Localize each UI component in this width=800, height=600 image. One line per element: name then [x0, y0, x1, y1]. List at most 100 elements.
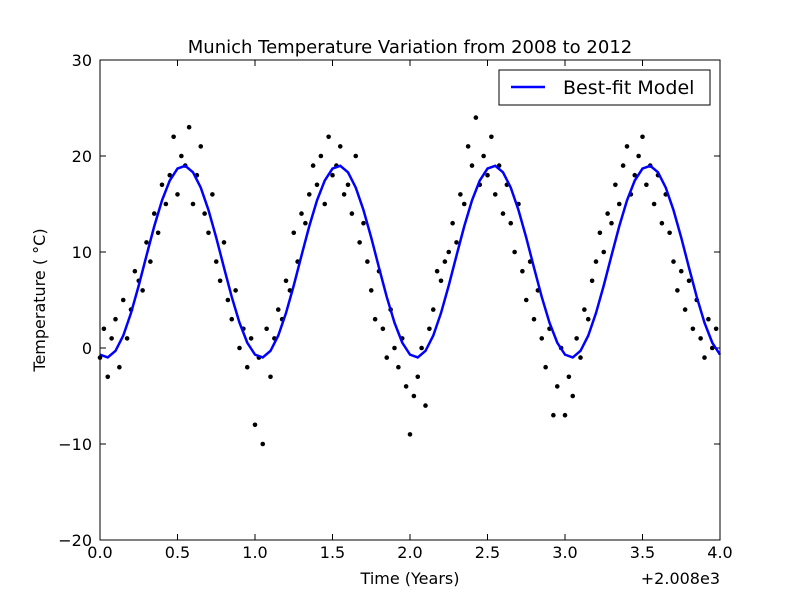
data-point — [415, 374, 421, 380]
data-point — [706, 316, 711, 322]
data-point — [163, 201, 169, 207]
data-point — [353, 153, 359, 159]
x-axis-label: Time (Years) — [360, 569, 460, 588]
data-point — [686, 278, 692, 284]
data-point — [523, 297, 529, 303]
data-point — [419, 345, 424, 351]
data-point — [206, 230, 211, 236]
chart-title: Munich Temperature Variation from 2008 t… — [188, 37, 632, 58]
data-point — [640, 134, 645, 140]
x-tick-label: 3.5 — [630, 543, 655, 562]
data-point — [330, 172, 335, 178]
data-point — [702, 355, 707, 360]
data-point — [601, 249, 607, 255]
data-point — [644, 182, 649, 188]
data-point — [361, 220, 366, 226]
data-point — [407, 432, 413, 437]
data-point — [651, 201, 657, 207]
data-point — [671, 259, 676, 264]
data-point — [299, 211, 304, 216]
data-point — [252, 422, 258, 428]
data-point — [454, 240, 459, 245]
data-point — [624, 144, 630, 149]
data-point — [221, 240, 227, 245]
data-point — [659, 220, 665, 226]
data-point — [326, 134, 331, 140]
data-point — [229, 316, 235, 322]
data-point — [632, 172, 638, 178]
data-point — [446, 249, 452, 255]
data-point — [248, 336, 254, 341]
y-tick-label: −10 — [58, 435, 92, 454]
data-point — [283, 278, 289, 284]
data-point — [473, 115, 479, 120]
data-point — [423, 403, 428, 408]
data-point — [341, 192, 347, 197]
data-point — [349, 211, 355, 216]
data-point — [213, 259, 219, 264]
x-tick-label: 2.0 — [397, 543, 422, 562]
data-point — [392, 345, 397, 351]
data-point — [566, 374, 572, 380]
y-axis-label: Temperature ( °C) — [30, 228, 49, 372]
data-point — [365, 259, 370, 264]
data-point — [427, 326, 432, 332]
data-point — [368, 288, 374, 293]
data-point — [589, 278, 595, 284]
x-tick-label: 1.0 — [242, 543, 267, 562]
x-tick-label: 0.0 — [87, 543, 112, 562]
data-point — [675, 288, 680, 293]
data-point — [151, 211, 157, 216]
data-point — [140, 288, 145, 293]
x-tick-label: 3.0 — [552, 543, 577, 562]
data-point — [217, 278, 223, 284]
data-point — [268, 374, 273, 380]
data-point — [233, 288, 238, 293]
data-point — [403, 384, 409, 389]
x-offset-label: +2.008e3 — [641, 569, 720, 588]
data-point — [322, 201, 328, 207]
data-point — [709, 345, 715, 351]
data-point — [609, 220, 614, 226]
data-point — [314, 182, 320, 188]
data-point — [167, 172, 173, 178]
data-point — [186, 124, 192, 130]
data-point — [357, 240, 362, 245]
data-point — [306, 192, 312, 197]
data-point — [469, 163, 475, 168]
data-point — [372, 316, 378, 322]
data-point — [171, 134, 176, 140]
data-point — [434, 268, 440, 274]
data-point — [109, 336, 114, 341]
data-point — [593, 259, 599, 264]
data-point — [144, 240, 149, 245]
data-point — [132, 268, 138, 274]
data-point — [605, 211, 610, 216]
data-point — [113, 316, 118, 322]
y-tick-label: 10 — [72, 243, 92, 262]
data-point — [225, 297, 231, 303]
data-point — [613, 182, 618, 188]
data-point — [492, 192, 498, 197]
data-point — [597, 230, 603, 236]
data-point — [155, 230, 161, 236]
plot-frame — [99, 59, 721, 541]
x-tick-label: 1.5 — [320, 543, 345, 562]
data-point — [117, 364, 122, 370]
data-point — [485, 172, 490, 178]
data-point — [202, 211, 207, 216]
data-point — [620, 163, 626, 168]
data-point — [438, 278, 444, 284]
data-point — [101, 326, 107, 332]
data-point — [489, 134, 494, 140]
y-tick-label: −20 — [58, 531, 92, 550]
data-point — [570, 393, 576, 399]
data-point — [275, 307, 281, 312]
data-point — [198, 144, 204, 149]
data-point — [551, 412, 556, 418]
data-point — [713, 326, 719, 332]
x-tick-label: 2.5 — [475, 543, 500, 562]
data-point — [380, 326, 386, 332]
data-point — [508, 220, 514, 226]
